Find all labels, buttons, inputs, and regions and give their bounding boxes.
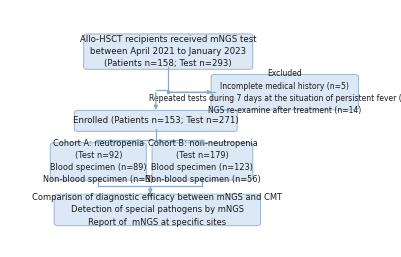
Text: Comparison of diagnostic efficacy between mNGS and CMT
Detection of special path: Comparison of diagnostic efficacy betwee… bbox=[32, 193, 282, 227]
FancyBboxPatch shape bbox=[211, 75, 358, 110]
Text: Enrolled (Patients n=153; Test n=271): Enrolled (Patients n=153; Test n=271) bbox=[73, 116, 239, 125]
Text: Allo-HSCT recipients received mNGS test
between April 2021 to January 2023
(Pati: Allo-HSCT recipients received mNGS test … bbox=[80, 35, 257, 68]
FancyBboxPatch shape bbox=[84, 34, 253, 69]
Text: Cohort A: neutropenia
(Test n=92)
Blood specimen (n=89)
Non-blood specimen (n=3): Cohort A: neutropenia (Test n=92) Blood … bbox=[43, 139, 154, 184]
Text: Excluded
Incomplete medical history (n=5)
Repeated tests during 7 days at the si: Excluded Incomplete medical history (n=5… bbox=[149, 69, 401, 115]
FancyBboxPatch shape bbox=[54, 194, 261, 226]
FancyBboxPatch shape bbox=[50, 143, 146, 180]
FancyBboxPatch shape bbox=[152, 143, 253, 180]
FancyBboxPatch shape bbox=[74, 111, 237, 131]
Text: Cohort B: non-neutropenia
(Test n=179)
Blood specimen (n=123)
Non-blood specimen: Cohort B: non-neutropenia (Test n=179) B… bbox=[144, 139, 260, 184]
